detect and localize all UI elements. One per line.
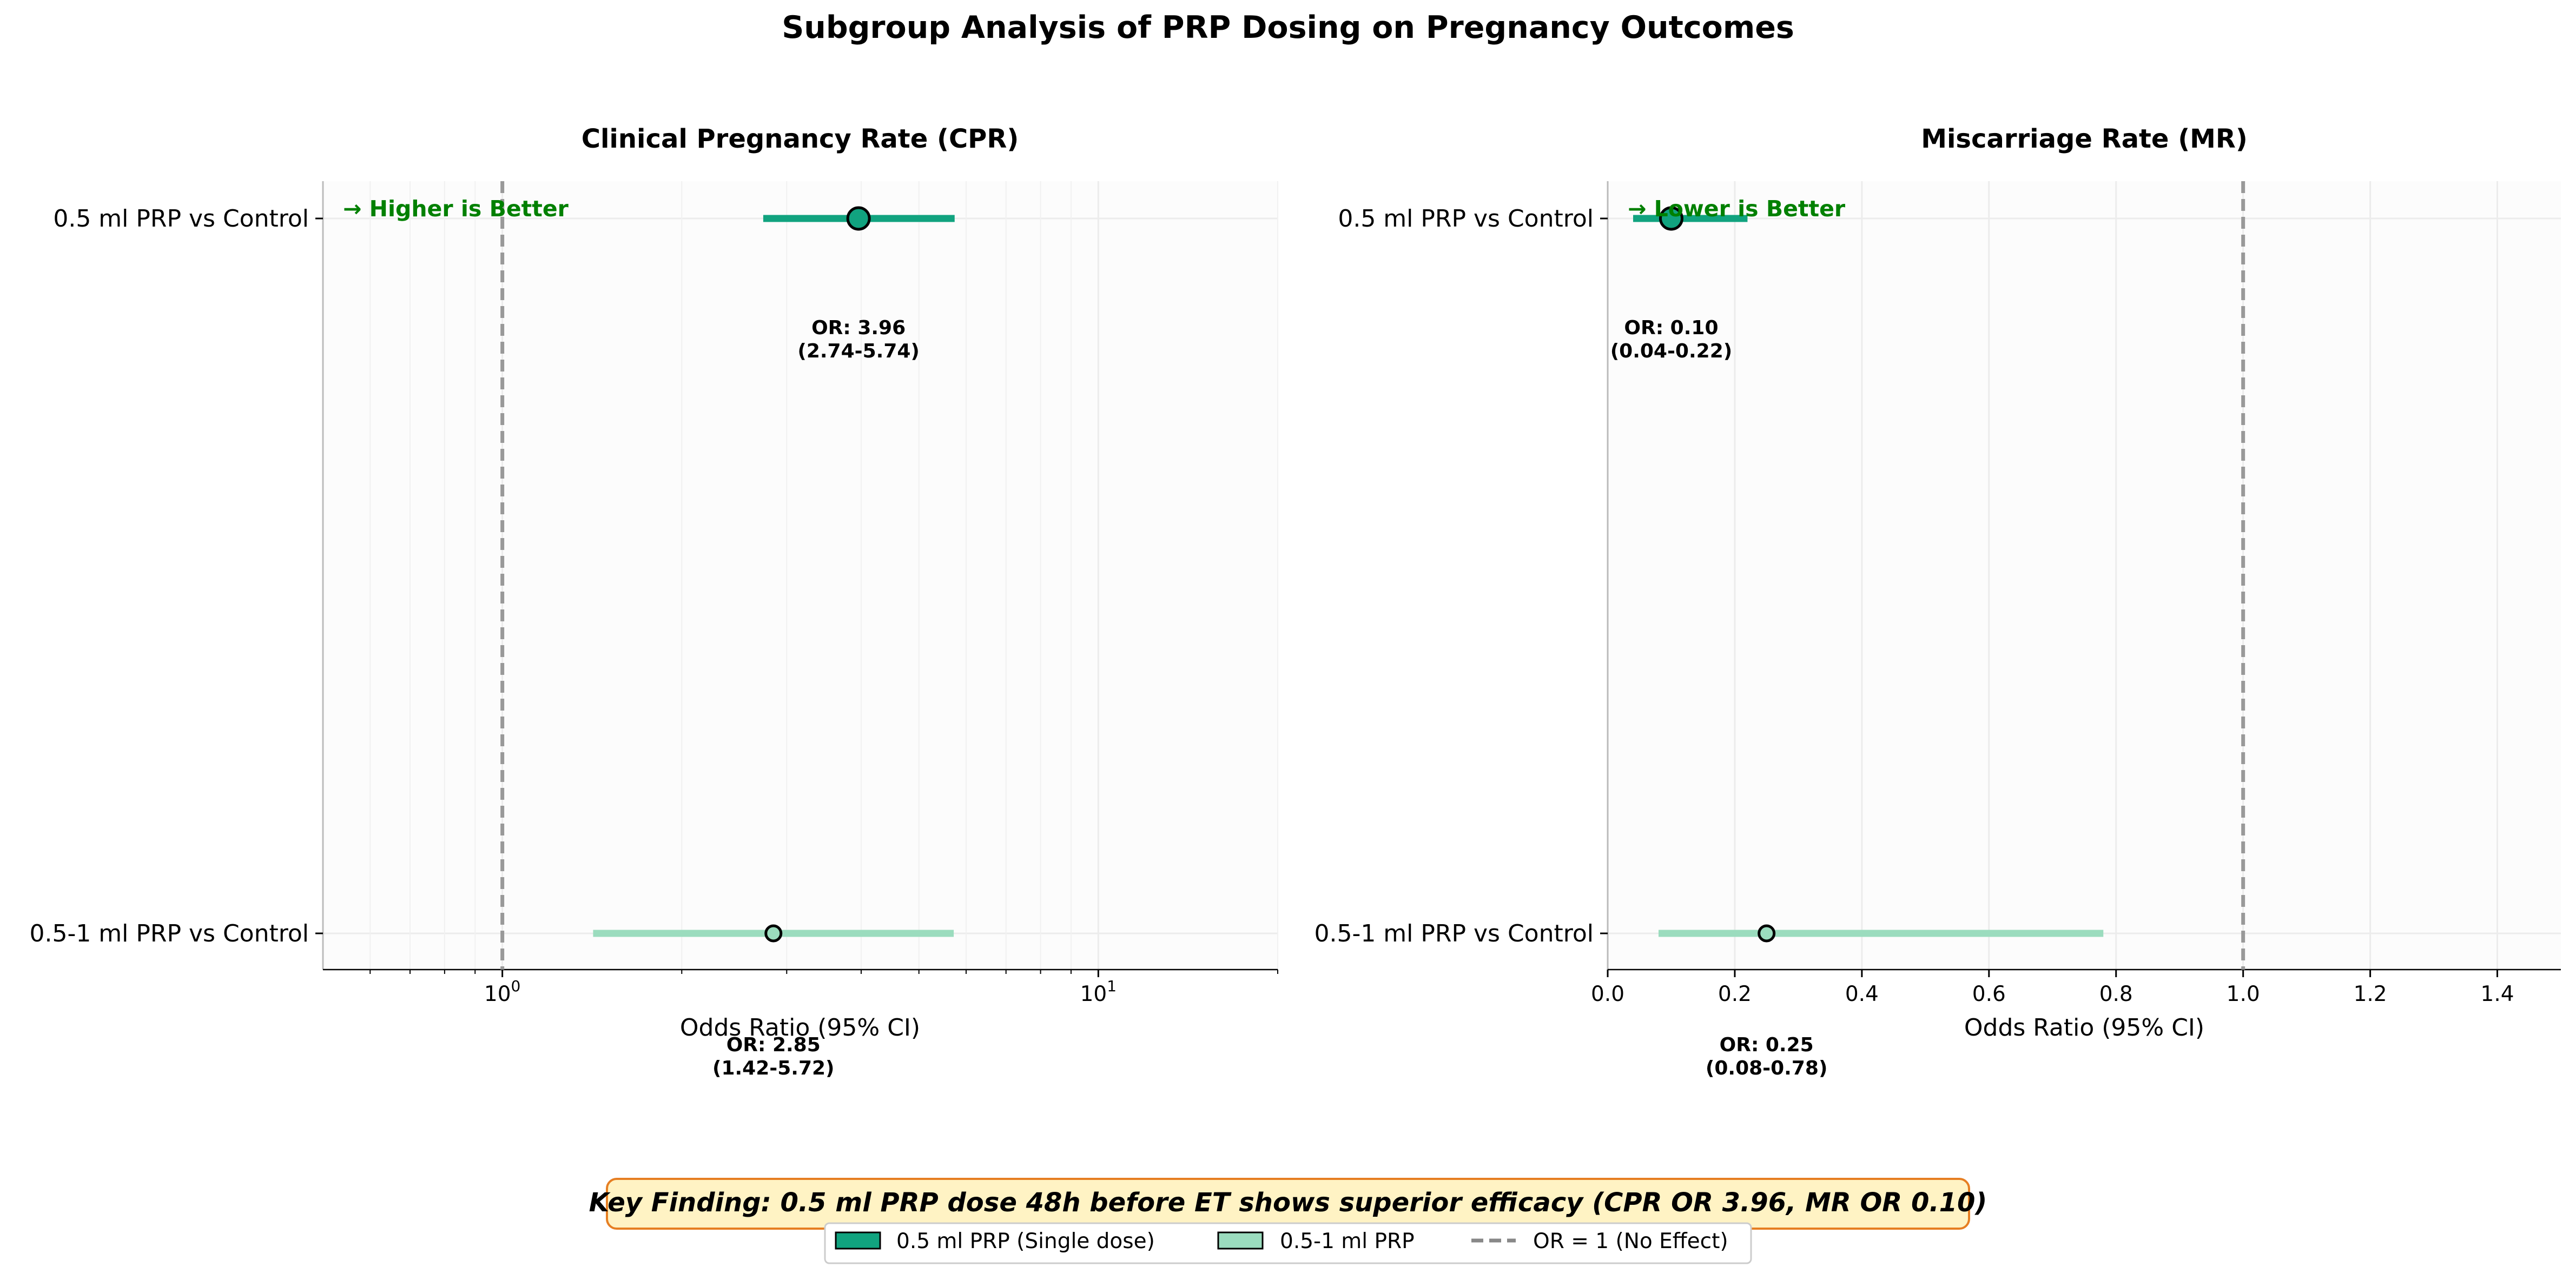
cpr-ytick-label-0: 0.5 ml PRP vs Control bbox=[53, 205, 309, 233]
mr-x-axis-label: Odds Ratio (95% CI) bbox=[1964, 1014, 2204, 1042]
mr-plot-area bbox=[1608, 181, 2561, 970]
mr-xtick-label-3: 0.6 bbox=[1972, 982, 2006, 1006]
mr-xtick-label-6: 1.2 bbox=[2354, 982, 2387, 1006]
cpr-direction-label: → Higher is Better bbox=[343, 196, 569, 222]
legend-label-range-dose: 0.5-1 ml PRP bbox=[1280, 1229, 1415, 1254]
key-finding-box: Key Finding: 0.5 ml PRP dose 48h before … bbox=[589, 1178, 1987, 1230]
legend-swatch-single-dose bbox=[835, 1231, 881, 1250]
cpr-xtick-label-1: 101 bbox=[1080, 977, 1117, 1006]
cpr-or-label-0: OR: 3.96 bbox=[811, 317, 906, 339]
cpr-ytick-label-1: 0.5-1 ml PRP vs Control bbox=[29, 920, 309, 947]
mr-xtick-label-5: 1.0 bbox=[2227, 982, 2260, 1006]
cpr-x-ticks: 100 101 bbox=[369, 970, 1278, 1006]
mr-direction-label: → Lower is Better bbox=[1628, 196, 1846, 222]
cpr-gridlines bbox=[323, 181, 1278, 970]
mr-marks: OR: 0.10(0.04-0.22) OR: 0.25(0.08-0.78) bbox=[1610, 206, 2104, 1079]
mr-ci-label-1: (0.08-0.78) bbox=[1706, 1057, 1828, 1079]
cpr-point-estimate-0 bbox=[846, 206, 871, 231]
cpr-x-axis-label: Odds Ratio (95% CI) bbox=[680, 1014, 920, 1042]
mr-ytick-label-0: 0.5 ml PRP vs Control bbox=[1338, 205, 1594, 233]
cpr-ci-label-1: (1.42-5.72) bbox=[712, 1057, 835, 1079]
mr-ci-label-0: (0.04-0.22) bbox=[1610, 340, 1733, 362]
mr-ytick-label-1: 0.5-1 ml PRP vs Control bbox=[1314, 920, 1594, 947]
cpr-point-estimate-1 bbox=[764, 924, 783, 943]
mr-point-estimate-1 bbox=[1758, 924, 1776, 943]
cpr-marks: OR: 3.96(2.74-5.74) OR: 2.85(1.42-5.72) bbox=[593, 206, 955, 1079]
mr-point-estimate-0 bbox=[1659, 206, 1683, 231]
legend-label-reference: OR = 1 (No Effect) bbox=[1533, 1229, 1728, 1254]
cpr-xtick-label-0: 100 bbox=[484, 977, 520, 1006]
mr-xtick-label-1: 0.2 bbox=[1718, 982, 1752, 1006]
cpr-y-ticks: 0.5 ml PRP vs Control 0.5-1 ml PRP vs Con… bbox=[29, 205, 323, 947]
mr-panel-title: Miscarriage Rate (MR) bbox=[1921, 124, 2248, 154]
figure-title: Subgroup Analysis of PRP Dosing on Pregn… bbox=[782, 10, 1794, 45]
key-finding-text: Key Finding: 0.5 ml PRP dose 48h before … bbox=[589, 1188, 1987, 1218]
cpr-or-label-1: OR: 2.85 bbox=[726, 1034, 821, 1056]
cpr-panel: 100 101 0.5 ml PRP vs Control 0.5-1 ml PRP… bbox=[29, 124, 1278, 1079]
mr-x-ticks: 0.0 0.2 0.4 0.6 0.8 1.0 1.2 1.4 bbox=[1591, 970, 2514, 1006]
mr-or-label-1: OR: 0.25 bbox=[1720, 1034, 1814, 1056]
legend: 0.5 ml PRP (Single dose) 0.5-1 ml PRP OR… bbox=[824, 1222, 1752, 1264]
cpr-plot-area bbox=[323, 181, 1278, 970]
cpr-panel-title: Clinical Pregnancy Rate (CPR) bbox=[582, 124, 1019, 154]
mr-or-label-0: OR: 0.10 bbox=[1624, 317, 1718, 339]
legend-swatch-range-dose bbox=[1217, 1231, 1264, 1250]
mr-xtick-label-7: 1.4 bbox=[2481, 982, 2514, 1006]
mr-xtick-label-2: 0.4 bbox=[1845, 982, 1879, 1006]
mr-xtick-label-0: 0.0 bbox=[1591, 982, 1624, 1006]
legend-frame bbox=[824, 1222, 1752, 1264]
mr-panel: 0.0 0.2 0.4 0.6 0.8 1.0 1.2 1.4 0.5 ml PRP vs C… bbox=[1314, 124, 2561, 1079]
mr-y-ticks: 0.5 ml PRP vs Control 0.5-1 ml PRP vs Con… bbox=[1314, 205, 1608, 947]
legend-label-single-dose: 0.5 ml PRP (Single dose) bbox=[896, 1229, 1155, 1254]
mr-xtick-label-4: 0.8 bbox=[2099, 982, 2133, 1006]
cpr-ci-label-0: (2.74-5.74) bbox=[797, 340, 920, 362]
